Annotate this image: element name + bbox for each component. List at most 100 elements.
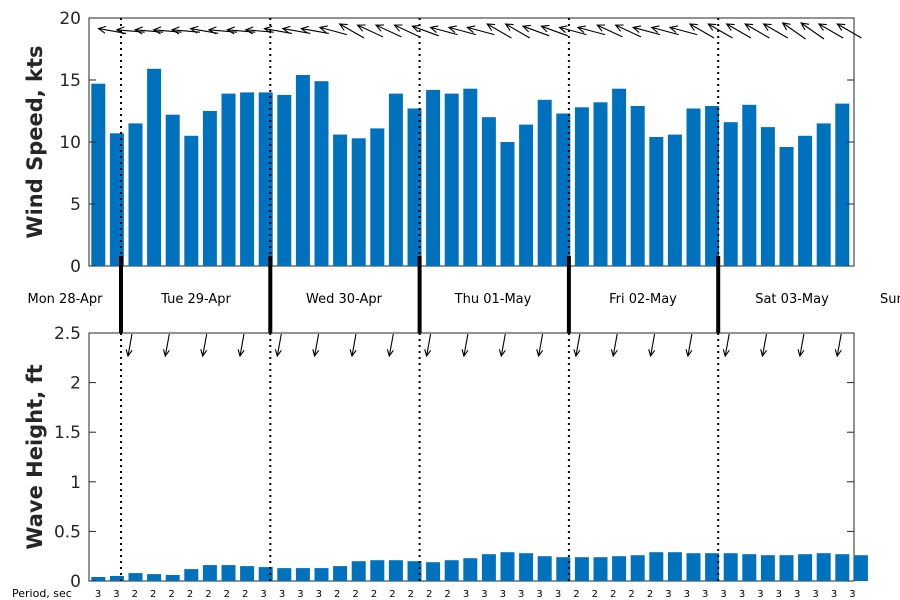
wave-direction-arrow [498, 333, 506, 358]
wind-bar [333, 134, 348, 266]
wave-direction-arrow [349, 333, 357, 358]
period-value: 3 [518, 589, 524, 600]
wave-direction-arrow [610, 333, 618, 358]
wave-direction-arrow [573, 333, 581, 358]
wave-direction-arrow [536, 333, 544, 358]
wind-ytick-label: 10 [59, 133, 81, 153]
wave-direction-arrow [274, 333, 282, 358]
period-value: 2 [150, 589, 156, 600]
wind-direction-arrow [762, 23, 789, 39]
wind-direction-arrow [393, 24, 421, 38]
day-label: Sat 03-May [755, 292, 829, 307]
wind-bar [816, 123, 831, 267]
period-value: 3 [776, 589, 782, 600]
period-value: 2 [628, 589, 634, 600]
period-value: 3 [757, 589, 763, 600]
wind-direction-arrow [207, 26, 237, 35]
wave-bar [426, 562, 441, 581]
day-separator-lines [119, 18, 721, 581]
wind-direction-arrow [447, 25, 477, 36]
day-label: Thu 01-May [454, 292, 532, 307]
wave-bar [593, 557, 608, 581]
period-value: 3 [739, 589, 745, 600]
wind-bar [481, 117, 496, 266]
period-value: 2 [205, 589, 211, 600]
wind-direction-arrow [631, 25, 661, 36]
wave-direction-arrow [386, 333, 394, 358]
wind-direction-arrow [318, 25, 348, 36]
period-value: 3 [702, 589, 708, 600]
wind-bar [649, 137, 664, 266]
day-labels-strip: Mon 28-Apr Tue 29-Apr Wed 30-Apr Thu 01-May… [28, 292, 900, 307]
wind-direction-arrow [576, 25, 606, 36]
wind-direction-arrow [356, 24, 384, 38]
wind-direction-arrow [614, 24, 642, 38]
wave-ytick-label: 0 [70, 572, 81, 592]
wind-bar [630, 106, 645, 266]
wave-direction-arrow [797, 333, 805, 358]
wave-ytick-label: 1 [70, 473, 81, 493]
wind-direction-arrow [707, 23, 733, 39]
wave-bar [630, 555, 645, 581]
wind-direction-arrow [429, 25, 458, 36]
wave-y-ticks: 0 0.5 1 1.5 2 2.5 [54, 324, 854, 592]
wind-bar [556, 113, 571, 266]
wave-ytick-label: 2 [70, 374, 81, 394]
period-row: Period, sec 3 3 2 2 2 2 2 2 2 3 3 3 3 2 2 2 2 2 2 2 3 3 3 3 3 3 2 2… [12, 587, 856, 600]
wind-direction-arrow [504, 23, 531, 39]
wave-bar [853, 555, 868, 581]
wave-bar [314, 568, 329, 581]
period-value: 2 [242, 589, 248, 600]
wind-ytick-label: 15 [59, 71, 81, 91]
wave-bar [240, 566, 255, 581]
wave-bar [481, 554, 496, 581]
wind-ytick-label: 20 [59, 9, 81, 29]
wind-ytick-label: 0 [70, 257, 81, 277]
period-value: 3 [260, 589, 266, 600]
wave-height-panel: 0 0.5 1 1.5 2 2.5 Wave Height, ft [23, 324, 868, 592]
wind-direction-arrow [226, 26, 256, 35]
wave-direction-arrow [237, 333, 245, 358]
wave-direction-arrow [125, 333, 133, 358]
period-value: 2 [610, 589, 616, 600]
period-value: 2 [224, 589, 230, 600]
wave-ylabel: Wave Height, ft [23, 364, 47, 549]
wave-direction-arrow [312, 333, 320, 358]
wind-direction-arrow [411, 24, 439, 37]
wind-bar [779, 147, 794, 266]
wind-direction-arrow [781, 22, 806, 40]
wave-bar [816, 553, 831, 581]
wind-bar [370, 128, 385, 266]
wind-bars [91, 68, 850, 267]
wind-direction-arrow [800, 22, 825, 40]
wave-bar [556, 557, 571, 581]
wind-bar [165, 114, 180, 266]
wind-direction-arrow [263, 25, 292, 34]
day-label: Fri 02-May [609, 292, 677, 307]
wave-direction-arrow [424, 333, 432, 358]
wind-bar [91, 83, 106, 266]
wind-bar [444, 93, 459, 266]
period-value: 2 [647, 589, 653, 600]
wave-bar [835, 554, 850, 581]
wave-bar [760, 555, 775, 581]
wind-direction-arrow [817, 23, 844, 39]
wind-direction-arrow [133, 26, 164, 35]
wave-bar [463, 558, 478, 581]
wind-bar [742, 104, 757, 266]
wave-bar [128, 573, 143, 581]
day-label: Mon 28-Apr [28, 292, 104, 307]
wind-y-ticks: 0 5 10 15 20 [59, 9, 854, 277]
wind-bar [147, 68, 162, 266]
period-value: 2 [187, 589, 193, 600]
period-value: 2 [592, 589, 598, 600]
wave-direction-arrow [685, 333, 693, 358]
wave-bar [500, 552, 515, 581]
wind-direction-arrow [650, 25, 679, 36]
wave-bar [295, 568, 310, 581]
wind-direction-arrow [374, 24, 402, 38]
wave-bar [537, 556, 552, 581]
wind-bar [723, 122, 738, 266]
wind-bar [760, 127, 775, 266]
period-value: 2 [132, 589, 138, 600]
